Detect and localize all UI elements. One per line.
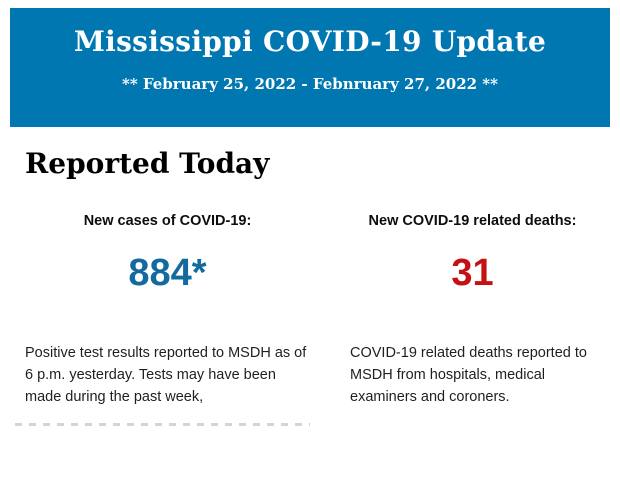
new-deaths-value: 31 (451, 252, 494, 294)
new-deaths-description: COVID-19 related deaths reported to MSDH… (350, 345, 587, 405)
new-cases-label: New cases of COVID-19: (83, 213, 252, 229)
new-cases-description: Positive test results reported to MSDH a… (25, 345, 307, 405)
page-title: Mississippi COVID-19 Update (73, 25, 547, 58)
main-content: Reported Today New cases of COVID-19: 88… (0, 147, 620, 426)
section-heading: Reported Today (25, 147, 270, 180)
header-banner: Mississippi COVID-19 Update ** February … (10, 8, 610, 127)
stat-card-new-deaths: New COVID-19 related deaths: 31 COVID-19… (350, 213, 595, 426)
clipped-text-remnant (15, 422, 310, 426)
date-range: ** February 25, 2022 - Febnruary 27, 202… (122, 75, 498, 93)
stats-grid: New cases of COVID-19: 884* Positive tes… (15, 213, 595, 426)
new-cases-value: 884* (128, 252, 207, 294)
new-deaths-label: New COVID-19 related deaths: (368, 213, 577, 229)
stat-card-new-cases: New cases of COVID-19: 884* Positive tes… (15, 213, 310, 426)
